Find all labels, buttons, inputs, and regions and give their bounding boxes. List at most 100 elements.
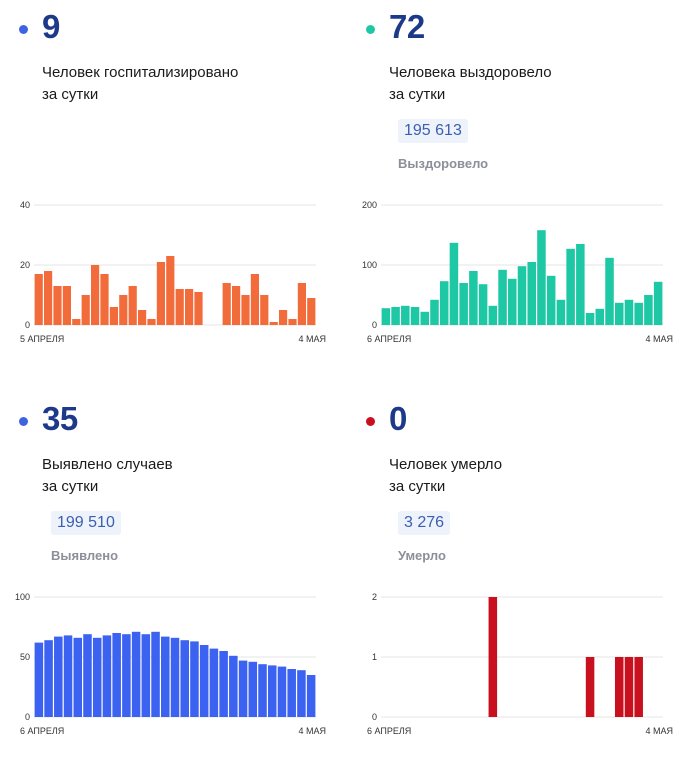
x-start-label: 6 АПРЕЛЯ: [367, 334, 411, 344]
caption-line-2: за сутки: [42, 478, 99, 495]
hospitalized-bar-chart: 0 20 40 5 АПРЕЛЯ 4 МАЯ: [20, 200, 326, 344]
bar: [279, 310, 288, 325]
daily-value: 0: [389, 400, 407, 437]
total-label: Умерло: [398, 548, 446, 563]
bar: [109, 307, 118, 325]
bar: [614, 657, 624, 717]
caption-line-2: за сутки: [389, 86, 446, 103]
y-tick-label: 0: [25, 320, 30, 330]
bar: [44, 640, 53, 717]
bar: [63, 635, 73, 717]
bar: [653, 281, 663, 325]
bar: [54, 636, 63, 717]
y-tick-label: 0: [372, 320, 377, 330]
bar: [401, 305, 410, 325]
deaths-bar-chart: 0 1 2 6 АПРЕЛЯ 4 МАЯ: [367, 592, 673, 736]
indicator-dot: [366, 25, 375, 34]
bar: [585, 313, 595, 325]
bar: [209, 648, 219, 717]
bar: [185, 289, 194, 325]
caption-line-2: за сутки: [389, 478, 446, 495]
bar: [508, 278, 517, 325]
bar: [459, 283, 468, 325]
bar: [141, 634, 151, 717]
bar: [102, 635, 112, 717]
panel-deaths: 0 Человек умерло за сутки 3 276 Умерло 0…: [363, 392, 692, 757]
bar: [288, 319, 297, 325]
bar: [576, 244, 585, 325]
bar: [147, 319, 156, 325]
bar: [128, 286, 137, 325]
x-start-label: 6 АПРЕЛЯ: [20, 726, 64, 736]
bar: [269, 322, 278, 325]
panel-recovered: 72 Человека выздоровело за сутки 195 613…: [362, 0, 692, 365]
x-end-label: 4 МАЯ: [298, 334, 326, 344]
y-tick-label: 100: [15, 592, 30, 602]
bar: [44, 271, 53, 325]
bar: [219, 651, 228, 717]
bar: [100, 274, 109, 325]
total-label: Выздоровело: [398, 156, 489, 171]
bar: [546, 275, 556, 325]
bar: [241, 295, 250, 325]
bar: [556, 299, 566, 325]
bar: [624, 657, 634, 717]
bar: [190, 641, 199, 717]
bar: [258, 664, 267, 717]
bar: [81, 295, 90, 325]
daily-value: 72: [389, 8, 425, 45]
bar: [478, 284, 488, 325]
bar: [112, 633, 121, 717]
bar: [34, 642, 44, 717]
bar: [229, 655, 238, 717]
bar: [250, 274, 259, 325]
bar: [391, 307, 400, 325]
bar: [634, 657, 643, 717]
y-tick-label: 0: [25, 712, 30, 722]
recovered-bar-chart: 0 100 200 6 АПРЕЛЯ 4 МАЯ: [362, 200, 673, 344]
bar: [232, 286, 241, 325]
bar: [605, 257, 614, 325]
bar: [644, 295, 653, 325]
bar: [267, 665, 277, 717]
cases-bar-chart: 0 50 100 6 АПРЕЛЯ 4 МАЯ: [15, 592, 326, 736]
bar: [488, 597, 498, 717]
y-tick-label: 1: [372, 652, 377, 662]
bar: [297, 283, 306, 325]
bar: [161, 636, 170, 717]
indicator-dot: [19, 25, 28, 34]
bar: [91, 265, 100, 325]
bar: [194, 292, 203, 325]
caption-line-1: Выявлено случаев: [42, 456, 173, 473]
y-tick-label: 0: [372, 712, 377, 722]
bar: [180, 640, 189, 717]
caption-line-1: Человека выздоровело: [389, 64, 552, 81]
bar: [527, 262, 536, 325]
bar: [537, 230, 546, 325]
bar: [297, 670, 306, 717]
bar: [307, 298, 316, 325]
caption: Человек госпитализировано за сутки: [42, 62, 238, 106]
bar: [199, 645, 209, 717]
caption: Человек умерло за сутки: [389, 454, 502, 498]
x-end-label: 4 МАЯ: [645, 334, 673, 344]
y-tick-label: 40: [20, 200, 30, 210]
bar: [175, 289, 184, 325]
caption: Человека выздоровело за сутки: [389, 62, 552, 106]
total-value: 3 276: [398, 511, 451, 535]
total-value: 195 613: [398, 119, 468, 143]
caption-line-1: Человек умерло: [389, 456, 503, 473]
bar: [614, 302, 624, 325]
bar: [381, 308, 391, 325]
y-tick-label: 50: [20, 652, 30, 662]
bar: [449, 242, 459, 325]
y-tick-label: 100: [362, 260, 377, 270]
bar: [634, 302, 643, 325]
bar: [585, 657, 595, 717]
panel-hospitalized: 9 Человек госпитализировано за сутки 0 20…: [16, 0, 346, 365]
daily-value: 9: [42, 8, 60, 45]
bar: [488, 305, 498, 325]
bar: [92, 637, 102, 717]
bar: [420, 311, 430, 325]
x-start-label: 6 АПРЕЛЯ: [367, 726, 411, 736]
